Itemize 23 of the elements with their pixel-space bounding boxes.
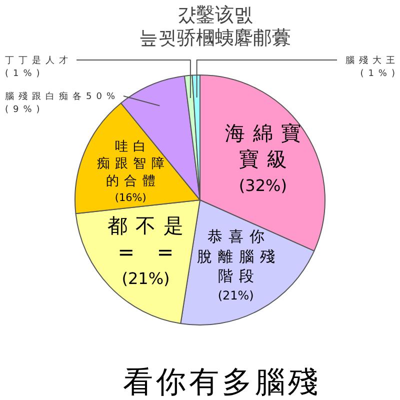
slice-label: 腦殘大王 (346, 56, 400, 66)
slice-label: 的合體 (106, 174, 161, 189)
slice-label: 階段 (218, 267, 260, 286)
slice-label: 恭喜你 (207, 228, 270, 246)
data-label: (21%) (122, 268, 170, 288)
data-label: (21%) (218, 288, 254, 303)
data-label: (16%) (114, 192, 146, 204)
slice-label: = = (118, 240, 182, 264)
subtitle: 늪꾓骄槶蛦麔郙虋 (139, 27, 291, 49)
data-label: (9%) (5, 105, 44, 115)
subtitle: 걌鑿该멠 (177, 4, 253, 26)
data-label: (1%) (360, 69, 400, 79)
slice-label: 哇白 (114, 139, 152, 154)
slice-label: 寶級 (238, 147, 295, 172)
data-label: (32%) (238, 176, 287, 196)
slice-label: 丁丁是人才 (5, 56, 72, 66)
slice-label: 都不是 (108, 213, 192, 238)
slice-label: 腦殘跟白痴各50% (5, 92, 120, 102)
slice-label: 痴跟智障 (96, 156, 170, 172)
slice-label: 脫離腦殘 (196, 247, 281, 266)
slice-label: 海綿寶 (224, 120, 309, 145)
data-label: (1%) (5, 69, 44, 79)
title: 看你有多腦殘 (123, 365, 321, 400)
